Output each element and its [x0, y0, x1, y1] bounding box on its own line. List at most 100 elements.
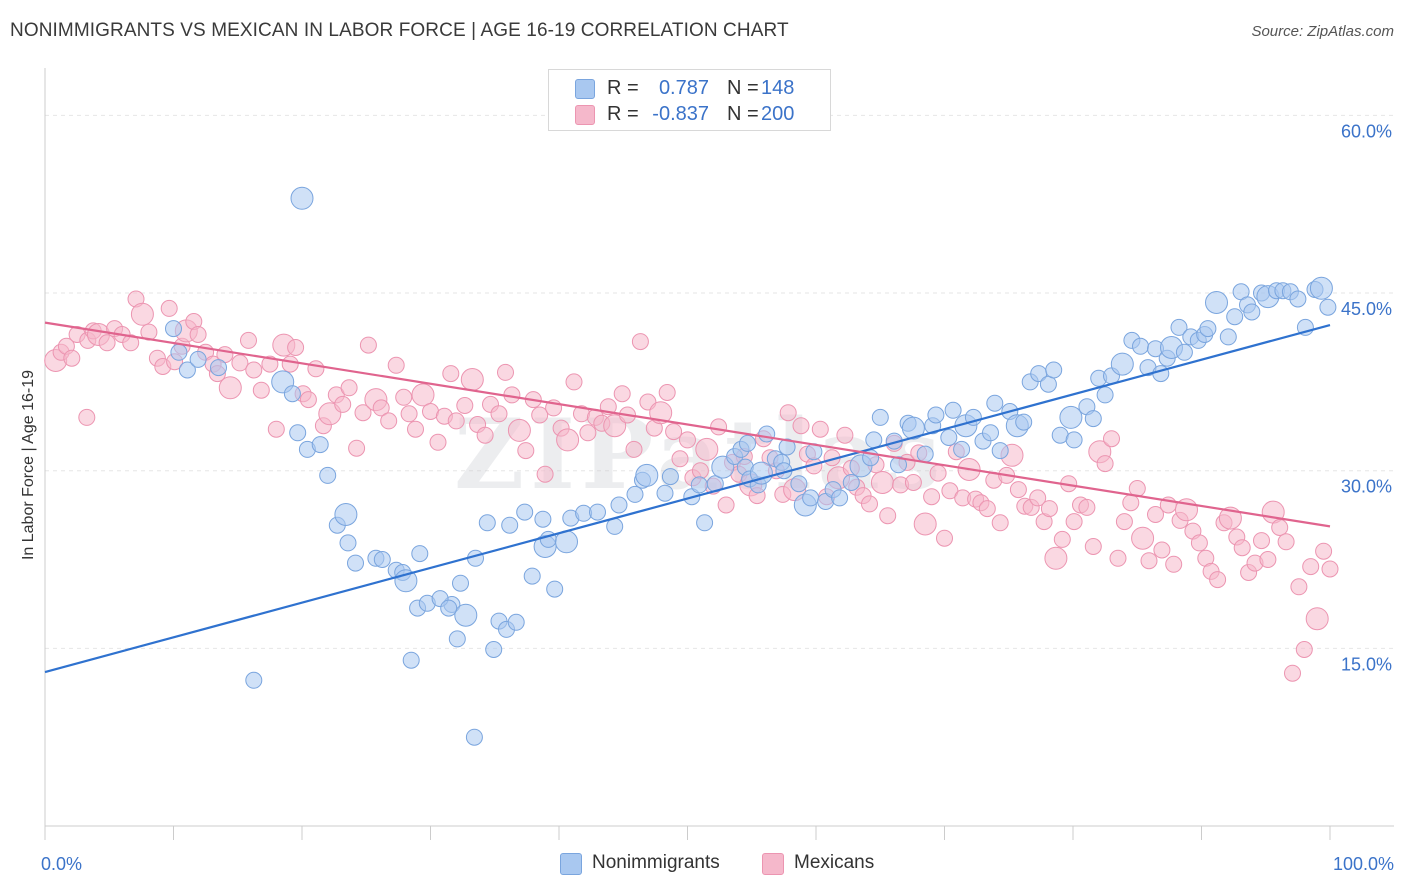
- mexicans-point: [1147, 506, 1164, 523]
- mexicans-point: [354, 404, 372, 422]
- y-tick-label: 30.0%: [1341, 477, 1392, 497]
- nonimmigrants-point: [916, 445, 934, 463]
- mexicans-point: [1153, 541, 1171, 559]
- nonimmigrants-point: [1045, 361, 1063, 379]
- mexicans-point: [447, 412, 465, 430]
- nonimmigrants-point: [1110, 352, 1134, 376]
- mexicans-point: [1295, 641, 1313, 658]
- r-value: 0.787: [658, 77, 709, 99]
- mexicans-point: [189, 326, 207, 343]
- correlation-legend: R = 0.787 N = 148 R = -0.837 N = 200: [548, 69, 831, 131]
- mexicans-point: [1271, 519, 1289, 536]
- x-tick-label: 100.0%: [1333, 854, 1394, 874]
- mexicans-point: [517, 442, 535, 460]
- y-tick-label: 60.0%: [1341, 121, 1392, 141]
- mexicans-point: [941, 482, 959, 500]
- y-tick-label: 45.0%: [1341, 299, 1392, 319]
- nonimmigrants-point: [1243, 303, 1261, 321]
- mexicans-point: [1115, 513, 1133, 531]
- mexicans-point: [613, 385, 631, 403]
- mexicans-point: [476, 426, 494, 444]
- mexicans-point: [556, 428, 580, 452]
- nonimmigrants-point: [842, 474, 860, 491]
- r-label: R =: [607, 77, 639, 99]
- mexicans-point: [372, 399, 390, 417]
- nonimmigrants-point: [373, 551, 391, 568]
- nonimmigrants-point: [440, 599, 458, 617]
- mexicans-point: [400, 405, 418, 423]
- nonimmigrants-point: [1096, 386, 1114, 404]
- mexicans-point: [460, 368, 484, 391]
- mexicans-point: [1259, 551, 1277, 568]
- nonimmigrants-point: [1319, 298, 1337, 316]
- nonimmigrants-point: [610, 496, 628, 514]
- mexicans-point: [691, 462, 709, 480]
- mexicans-point: [861, 495, 878, 513]
- mexicans-point: [531, 406, 549, 424]
- mexicans-point: [1233, 539, 1251, 557]
- nonimmigrants-point: [696, 514, 714, 532]
- nonimmigrants-point: [1170, 318, 1188, 336]
- mexicans-point: [1277, 533, 1295, 551]
- nonimmigrants-point: [534, 510, 552, 528]
- nonimmigrants-points: [165, 186, 1337, 746]
- nonimmigrants-point: [927, 406, 945, 424]
- mexicans-point: [1165, 555, 1183, 573]
- mexicans-point: [717, 496, 735, 514]
- nonimmigrants-point: [635, 463, 659, 487]
- nonimmigrants-point: [589, 503, 606, 521]
- mexicans-point: [1109, 549, 1127, 567]
- nonimmigrants-point: [626, 485, 644, 503]
- mexicans-point: [625, 440, 643, 458]
- mexicans-point: [456, 397, 474, 414]
- nonimmigrants-point: [656, 484, 674, 502]
- pink-swatch: [575, 105, 595, 125]
- nonimmigrants-point: [1205, 291, 1228, 314]
- nonimmigrants-point: [178, 361, 196, 379]
- mexicans-point: [1290, 578, 1308, 596]
- mexicans-point: [380, 412, 398, 430]
- mexicans-point: [679, 431, 696, 449]
- nonimmigrants-point: [289, 424, 307, 442]
- nonimmigrants-point: [478, 514, 496, 532]
- nonimmigrants-point: [890, 456, 907, 474]
- mexicans-point: [1053, 530, 1071, 548]
- mexicans-point: [340, 379, 358, 397]
- nonimmigrants-point: [189, 350, 207, 368]
- n-value: 200: [761, 103, 795, 125]
- axes: [44, 68, 1394, 840]
- mexicans-point: [395, 388, 413, 406]
- mexicans-point: [671, 450, 689, 468]
- mexicans-point: [991, 514, 1009, 532]
- mexicans-point: [1190, 534, 1208, 552]
- mexicans-point: [923, 488, 941, 506]
- nonimmigrants-point: [1039, 375, 1057, 393]
- trend-lines: [44, 321, 1331, 674]
- mexicans-point: [218, 376, 242, 400]
- mexicans-point: [63, 349, 81, 367]
- mexicans-point: [978, 500, 996, 518]
- mexicans-point: [1040, 500, 1058, 518]
- pink-swatch: [762, 853, 784, 875]
- mexicans-point: [792, 417, 810, 435]
- nonimmigrants-point: [690, 476, 708, 494]
- mexicans-point: [665, 423, 683, 441]
- nonimmigrants-point: [170, 343, 188, 361]
- nonimmigrants-point: [749, 461, 773, 485]
- chart-title: NONIMMIGRANTS VS MEXICAN IN LABOR FORCE …: [10, 20, 789, 41]
- nonimmigrants-point: [1059, 405, 1083, 429]
- blue-swatch: [575, 79, 595, 99]
- nonimmigrants-point: [1219, 328, 1237, 346]
- nonimmigrants-point: [402, 651, 420, 669]
- nonimmigrants-point: [339, 534, 357, 552]
- nonimmigrants-point: [871, 408, 889, 426]
- mexicans-point: [1084, 538, 1102, 555]
- mexicans-point: [811, 420, 829, 438]
- mexicans-point: [1140, 552, 1158, 570]
- n-label: N =: [727, 103, 759, 125]
- grid-lines: [45, 114, 1394, 649]
- n-value: 148: [761, 77, 795, 99]
- mexicans-point: [407, 420, 424, 438]
- nonimmigrants-point: [1226, 308, 1244, 326]
- nonimmigrants-point: [901, 416, 925, 440]
